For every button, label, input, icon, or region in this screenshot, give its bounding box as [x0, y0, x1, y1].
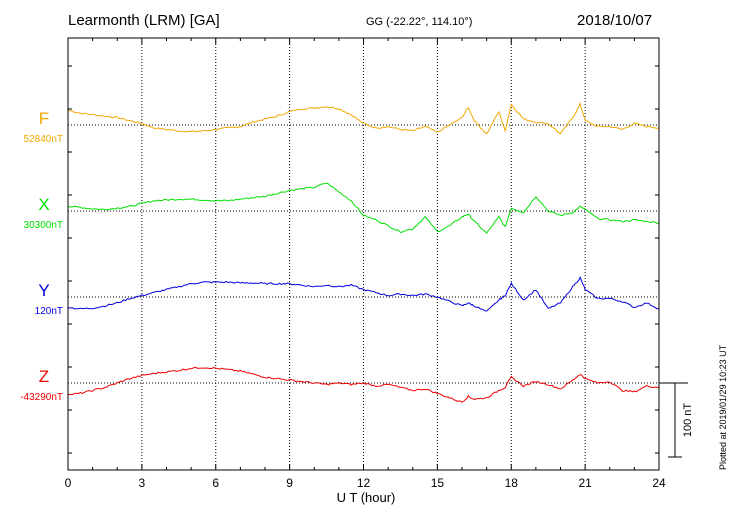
series-name-y: Y: [38, 281, 49, 300]
series-baseline-label-f: 52840nT: [24, 134, 63, 145]
series-line-x: [67, 182, 660, 234]
series-name-z: Z: [39, 367, 49, 386]
series-name-f: F: [39, 109, 49, 128]
x-tick-label: 18: [505, 476, 519, 490]
x-tick-label: 15: [431, 476, 445, 490]
x-axis-label: U T (hour): [337, 490, 396, 505]
x-tick-label: 0: [65, 476, 72, 490]
series-line-z: [67, 366, 660, 403]
series-layer: [67, 101, 660, 403]
station-title: Learmonth (LRM) [GA]: [68, 12, 220, 29]
x-tick-label: 3: [139, 476, 146, 490]
axis-layer: F 52840nT X 30300nT Y 120nT Z -43290nT 0 3 6 9 12 15 1…: [20, 37, 694, 505]
series-name-x: X: [38, 195, 49, 214]
series-baseline-label-x: 30300nT: [24, 220, 63, 231]
x-tick-label: 6: [212, 476, 219, 490]
x-tick-label: 24: [652, 476, 666, 490]
series-line-y: [67, 276, 660, 312]
grid-layer: [68, 38, 659, 470]
series-baseline-label-y: 120nT: [35, 306, 63, 317]
station-coordinates: GG (-22.22°, 114.10°): [366, 16, 473, 28]
scale-bar-label: 100 nT: [682, 403, 694, 438]
x-tick-label: 9: [286, 476, 293, 490]
x-tick-label: 12: [357, 476, 371, 490]
x-tick-label: 21: [578, 476, 592, 490]
series-baseline-label-z: -43290nT: [20, 392, 63, 403]
chart-date: 2018/10/07: [577, 12, 653, 29]
series-line-f: [67, 101, 660, 135]
